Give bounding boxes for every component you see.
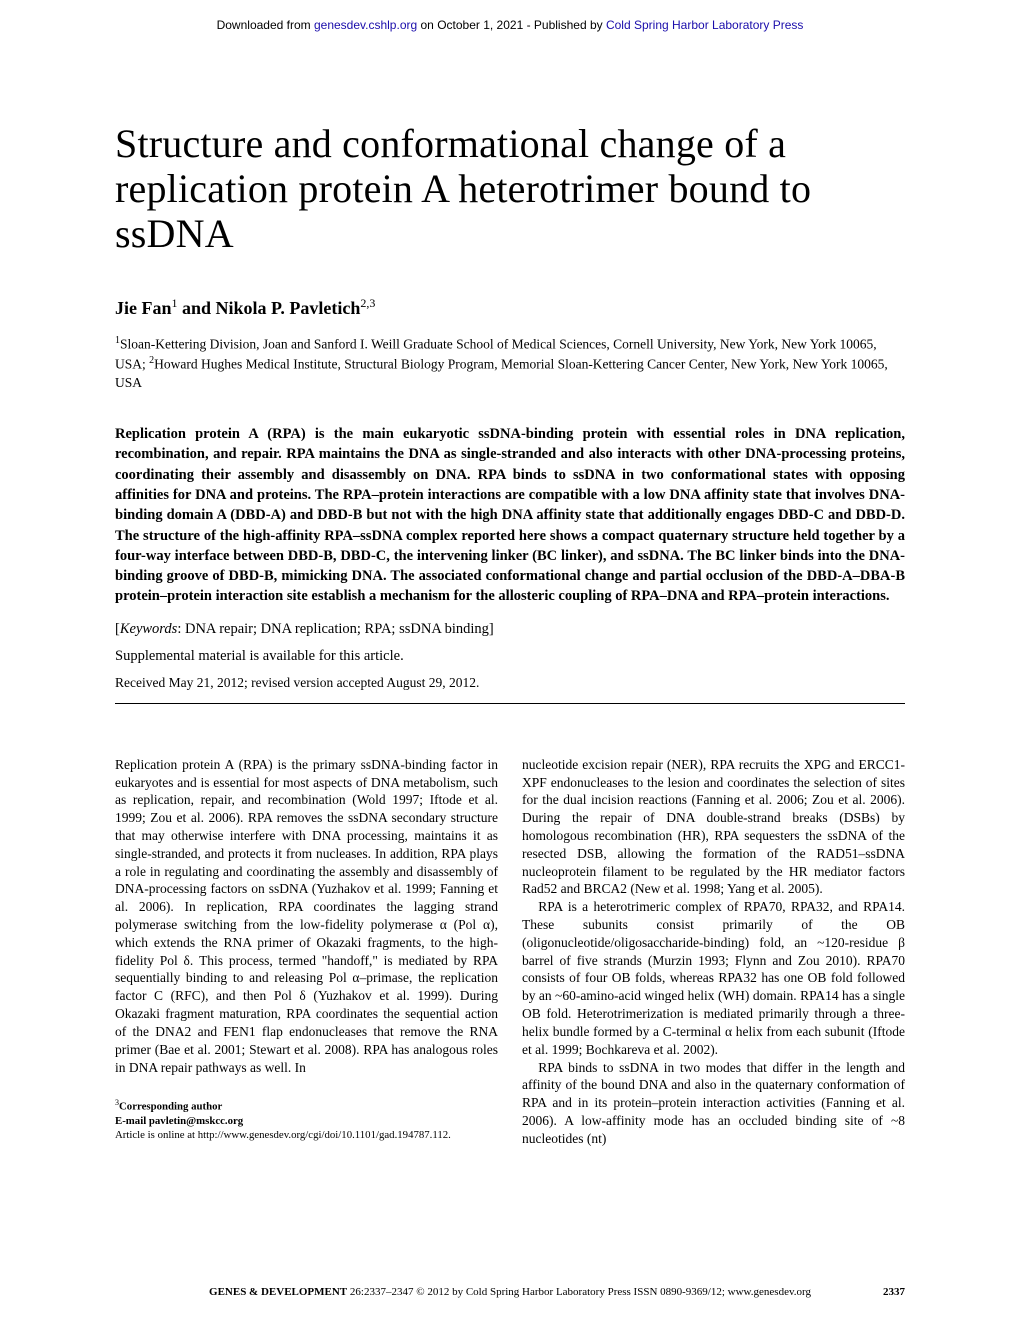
keywords-text: : DNA repair; DNA replication; RPA; ssDN… xyxy=(177,621,493,637)
article-online: Article is online at http://www.genesdev… xyxy=(115,1128,498,1142)
download-header: Downloaded from genesdev.cshlp.org on Oc… xyxy=(0,0,1020,42)
download-prefix: Downloaded from xyxy=(217,18,314,32)
received-line: Received May 21, 2012; revised version a… xyxy=(115,675,905,691)
download-link-1[interactable]: genesdev.cshlp.org xyxy=(314,18,417,32)
affiliations: 1Sloan-Kettering Division, Joan and Sanf… xyxy=(115,334,905,392)
divider xyxy=(115,703,905,704)
keywords-label: Keywords xyxy=(120,621,177,637)
page-content: Structure and conformational change of a… xyxy=(0,122,1020,1148)
corresponding-author: 3Corresponding author xyxy=(115,1098,498,1114)
body-columns: Replication protein A (RPA) is the prima… xyxy=(115,756,905,1148)
body-col2-p2: RPA is a heterotrimeric complex of RPA70… xyxy=(522,898,905,1058)
body-col2-p1: nucleotide excision repair (NER), RPA re… xyxy=(522,756,905,899)
article-title: Structure and conformational change of a… xyxy=(115,122,905,256)
page-footer: GENES & DEVELOPMENT 26:2337–2347 © 2012 … xyxy=(0,1286,1020,1298)
page-number: 2337 xyxy=(883,1286,905,1298)
footer-vol: 26:2337–2347 xyxy=(347,1286,416,1298)
keywords-line: [Keywords: DNA repair; DNA replication; … xyxy=(115,621,905,638)
authors: Jie Fan1 and Nikola P. Pavletich2,3 xyxy=(115,296,905,319)
body-col1-p1: Replication protein A (RPA) is the prima… xyxy=(115,756,498,1077)
corresponding-email: E-mail pavletin@mskcc.org xyxy=(115,1114,498,1128)
download-link-2[interactable]: Cold Spring Harbor Laboratory Press xyxy=(606,18,803,32)
column-left: Replication protein A (RPA) is the prima… xyxy=(115,756,498,1148)
supplemental-note: Supplemental material is available for t… xyxy=(115,648,905,665)
column-right: nucleotide excision repair (NER), RPA re… xyxy=(522,756,905,1148)
footer-journal: GENES & DEVELOPMENT xyxy=(209,1286,347,1298)
footnote-block: 3Corresponding author E-mail pavletin@ms… xyxy=(115,1098,498,1142)
body-col2-p3: RPA binds to ssDNA in two modes that dif… xyxy=(522,1059,905,1148)
abstract: Replication protein A (RPA) is the main … xyxy=(115,424,905,607)
download-mid: on October 1, 2021 - Published by xyxy=(417,18,606,32)
footer-copyright: © 2012 by Cold Spring Harbor Laboratory … xyxy=(416,1286,811,1298)
